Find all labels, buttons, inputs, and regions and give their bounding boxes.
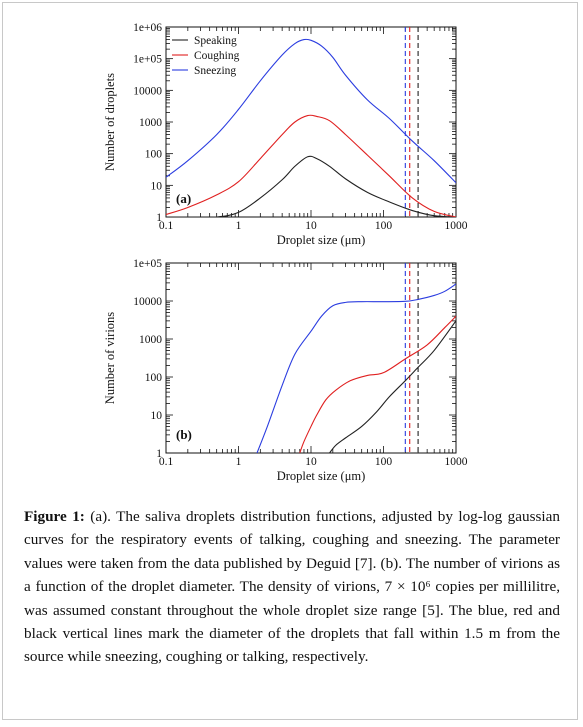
x-tick-label: 1000	[445, 220, 468, 232]
x-axis-label: Droplet size (μm)	[277, 233, 366, 247]
x-tick-label: 100	[375, 456, 393, 468]
x-tick-label: 0.1	[159, 220, 174, 232]
figure-caption: Figure 1: (a). The saliva droplets distr…	[24, 505, 560, 669]
y-tick-label: 1e+05	[133, 54, 162, 66]
y-tick-label: 1	[156, 212, 162, 224]
series-line-coughing	[166, 114, 456, 217]
caption-text: (a). The saliva droplets distribution fu…	[24, 508, 560, 666]
chart-panel-a: 0.1 1 10 100 10001101001000100001e+051e+06Dr…	[103, 22, 468, 247]
series-line-coughing	[299, 315, 456, 453]
y-tick-label: 10	[151, 410, 163, 422]
series-line-sneezing	[166, 38, 456, 184]
y-tick-label: 100	[145, 372, 163, 384]
y-tick-label: 1000	[139, 117, 162, 129]
y-tick-label: 1e+06	[133, 22, 162, 34]
y-tick-label: 1	[156, 448, 162, 460]
x-tick-label: 10	[305, 220, 317, 232]
y-tick-label: 1e+05	[133, 258, 162, 270]
x-axis-label: Droplet size (μm)	[277, 469, 366, 483]
plot-frame	[165, 262, 457, 454]
figure-frame	[2, 2, 578, 720]
y-tick-label: 10000	[133, 296, 162, 308]
y-tick-label: 100	[145, 149, 163, 161]
x-tick-label: 100	[375, 220, 393, 232]
series-line-sneezing	[256, 283, 456, 453]
y-tick-label: 1000	[139, 334, 162, 346]
x-tick-label: 10	[305, 456, 317, 468]
panel-label: (a)	[176, 191, 191, 206]
x-tick-label: 1	[236, 220, 242, 232]
legend-label: Coughing	[194, 50, 240, 62]
chart-panel-b: 0.1 1 10 100 10001101001000100001e+05Droplet…	[103, 258, 468, 483]
x-tick-label: 1000	[445, 456, 468, 468]
y-axis-label: Number of virions	[103, 312, 117, 404]
series-line-speaking	[329, 320, 456, 453]
x-tick-label: 0.1	[159, 456, 174, 468]
series-line-speaking	[166, 155, 456, 217]
caption-label: Figure 1:	[24, 508, 85, 525]
legend-label: Speaking	[194, 35, 237, 47]
y-tick-label: 10	[151, 180, 163, 192]
legend-label: Sneezing	[194, 65, 236, 77]
y-axis-label: Number of droplets	[103, 73, 117, 171]
x-tick-label: 1	[236, 456, 242, 468]
panel-label: (b)	[176, 427, 192, 442]
figure-charts: 0.1 1 10 100 10001101001000100001e+051e+06Dr…	[103, 22, 468, 483]
y-tick-label: 10000	[133, 85, 162, 97]
